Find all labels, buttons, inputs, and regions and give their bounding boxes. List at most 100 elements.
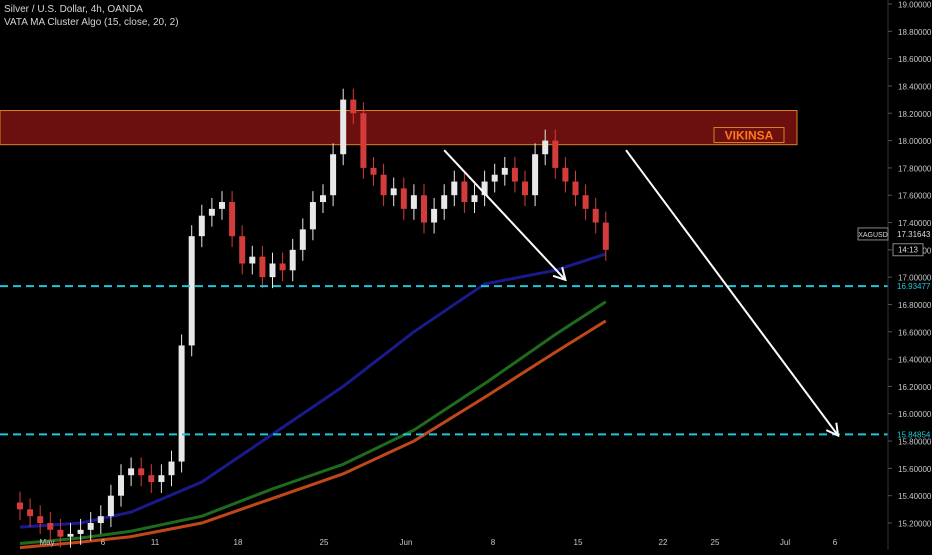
candle-body <box>582 195 589 209</box>
candle-body <box>168 461 175 476</box>
candles <box>17 88 609 548</box>
time-tick-label: Jul <box>780 538 790 547</box>
candle-body <box>309 202 316 230</box>
price-tick-label: 18.00000 <box>898 137 932 146</box>
candle-body <box>269 263 276 278</box>
time-tick-label: 6 <box>833 538 838 547</box>
moving-average-line <box>19 300 607 545</box>
candle-body <box>330 154 337 196</box>
candle-body <box>410 195 417 209</box>
candle-body <box>431 208 438 223</box>
candle-body <box>107 495 114 517</box>
resistance-zone-box <box>0 110 798 146</box>
candle-body <box>511 167 518 182</box>
candle-body <box>421 195 427 223</box>
candle-body <box>148 475 155 483</box>
horizontal-lines: 16.93477 15.84854 <box>0 280 932 441</box>
candle-body <box>229 202 236 237</box>
candle-body <box>451 181 458 196</box>
candle-body <box>188 236 195 346</box>
last-price-box <box>889 227 932 240</box>
candle-body <box>198 215 205 237</box>
time-tick-label: 15 <box>574 538 583 547</box>
candle-body <box>350 99 357 114</box>
time-axis[interactable]: May 6 11 18 25 Jun 8 15 22 25 Jul 6 <box>39 538 837 547</box>
level-label-bg <box>889 428 932 441</box>
candle-body <box>239 236 246 264</box>
time-tick-label: 11 <box>151 538 160 547</box>
candle-body <box>87 523 94 530</box>
candle-body <box>97 516 104 523</box>
candle-body <box>552 140 559 168</box>
candle-body <box>400 188 407 209</box>
candle-body <box>532 154 539 196</box>
price-tick-label: 16.00000 <box>898 410 932 419</box>
countdown-box <box>892 243 924 257</box>
level-label: 16.93477 <box>897 282 931 291</box>
price-tick-label: 15.60000 <box>898 465 932 474</box>
candle-body <box>208 208 215 216</box>
price-tick-label: 15.80000 <box>898 438 932 447</box>
price-tick-label: 15.20000 <box>898 520 932 529</box>
candle-body <box>572 181 579 196</box>
symbol-tag: XAGUSD <box>858 232 888 239</box>
price-tick-label: 19.00000 <box>898 1 932 10</box>
candle-body <box>299 229 306 250</box>
candle-body <box>17 502 23 510</box>
price-tick-label: 17.00000 <box>898 274 932 283</box>
trend-arrow-head <box>552 267 567 282</box>
candle-body <box>259 256 266 278</box>
indicator-title: VATA MA Cluster Algo (15, close, 20, 2) <box>4 17 179 28</box>
candle-body <box>602 222 609 250</box>
candle-body <box>219 202 225 209</box>
moving-averages <box>19 252 607 550</box>
candle-body <box>370 167 377 175</box>
price-tick-label: 16.40000 <box>898 356 932 365</box>
candle-body <box>390 188 397 196</box>
trend-arrows <box>443 149 840 438</box>
zone-label-box <box>713 127 785 144</box>
time-tick-label: Jun <box>400 538 413 547</box>
candle-body <box>138 468 145 476</box>
candle-body <box>501 167 508 175</box>
candle-body <box>380 174 387 196</box>
time-tick-label: May <box>39 538 54 547</box>
price-tick-label: 16.80000 <box>898 301 932 310</box>
price-tick-label: 16.20000 <box>898 383 932 392</box>
trend-arrow-line <box>625 149 839 437</box>
level-label: 15.84854 <box>897 430 931 439</box>
countdown-label: 14:13 <box>898 246 919 255</box>
trend-arrow-head <box>825 422 840 438</box>
symbol-tag-box <box>857 227 889 241</box>
candle-body <box>491 174 498 182</box>
trend-arrow-line <box>443 149 567 281</box>
time-tick-label: 25 <box>711 538 720 547</box>
candle-body <box>360 113 367 168</box>
candle-body <box>471 195 478 203</box>
time-tick-label: 6 <box>101 538 106 547</box>
time-tick-label: 18 <box>234 538 243 547</box>
candle-body <box>592 208 599 223</box>
moving-average-line <box>19 319 607 550</box>
price-tick-label: 15.40000 <box>898 492 932 501</box>
resistance-zone: VIKINSA <box>0 110 798 146</box>
candle-body <box>128 468 135 476</box>
candle-body <box>481 181 488 196</box>
candle-body <box>57 529 64 537</box>
candle-body <box>67 533 74 537</box>
symbol-title: Silver / U.S. Dollar, 4h, OANDA <box>4 4 143 15</box>
candle-body <box>340 99 347 155</box>
candle-body <box>461 181 468 203</box>
candle-body <box>441 195 448 209</box>
candle-body <box>158 475 165 483</box>
candle-body <box>178 345 185 462</box>
last-price-label: 17.31643 <box>897 230 931 239</box>
candle-body <box>37 516 44 523</box>
zone-label: VIKINSA <box>725 129 774 143</box>
time-tick-label: 25 <box>320 538 329 547</box>
price-tick-label: 18.40000 <box>898 82 932 91</box>
price-tick-label: 16.60000 <box>898 328 932 337</box>
time-tick-label: 8 <box>491 538 496 547</box>
